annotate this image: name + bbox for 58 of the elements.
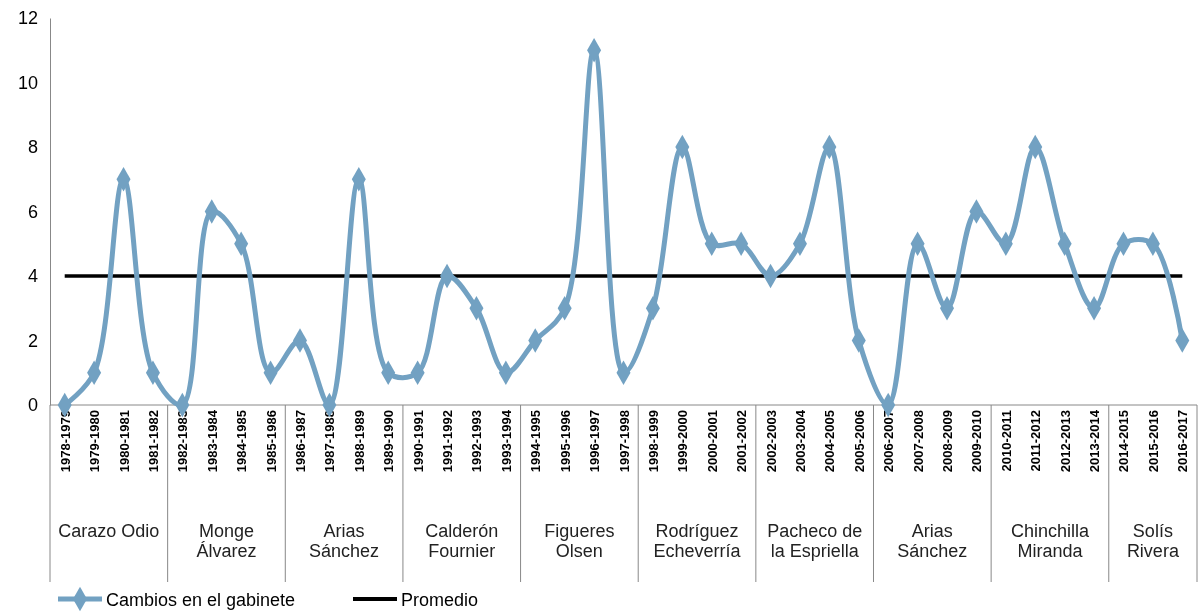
y-tick-label: 0 [27,395,38,416]
x-tick-label: 1980-1981 [116,410,132,473]
x-tick-label: 1989-1990 [381,410,397,473]
x-tick-label: 1993-1994 [498,409,514,473]
text: Figueres Olsen [544,521,615,561]
text: Rodríguez Echeverría [653,521,742,561]
x-tick-label: 2003-2004 [792,409,808,473]
x-tick-label: 2000-2001 [704,410,720,473]
x-tick-label: 2007-2008 [910,410,926,473]
x-tick-label: 1998-1999 [645,410,661,473]
x-tick-label: 2012-2013 [1057,410,1073,473]
text: Chinchilla Miranda [1010,521,1090,561]
x-tick-label: 2013-2014 [1087,409,1103,473]
x-tick-label: 2015-2016 [1145,410,1161,473]
x-tick-label: 1990-1991 [410,410,426,473]
y-tick-label: 8 [27,137,38,158]
x-tick-label: 1984-1985 [234,410,250,473]
x-tick-label: 1999-2000 [675,410,691,473]
x-tick-label: 2006-2007 [881,410,897,473]
x-tick-label: 1997-1998 [616,410,632,473]
x-tick-label: 2004-2005 [822,410,838,473]
text: Monge Álvarez [196,521,257,561]
x-tick-label: 1978-1979 [57,410,73,473]
y-tick-label: 12 [17,8,38,29]
text: Arias Sánchez [309,521,380,561]
x-tick-label: 1988-1989 [351,410,367,473]
x-tick-label: 1985-1986 [263,410,279,473]
x-tick-label: 2014-2015 [1116,410,1132,473]
x-tick-label: 1987-1988 [322,410,338,473]
x-tick-label: 1981-1982 [145,410,161,473]
x-tick-label: 1982-1983 [175,410,191,473]
x-tick-label: 1991-1992 [440,410,456,473]
x-tick-label: 1986-1987 [292,410,308,473]
x-tick-label: 2009-2010 [969,410,985,473]
text: Calderón Fournier [425,521,499,561]
x-tick-label: 1996-1997 [587,410,603,473]
x-tick-label: 2002-2003 [763,410,779,473]
text: Pacheco de la Espriella [767,521,863,561]
y-tick-label: 2 [27,330,38,351]
x-tick-label: 1994-1995 [528,410,544,473]
x-tick-label: 2001-2002 [734,410,750,473]
text: Solís Rivera [1126,521,1180,561]
x-tick-label: 2010-2011 [998,410,1014,472]
x-tick-label: 2005-2006 [851,410,867,473]
y-tick-label: 10 [17,72,38,93]
text: Arias Sánchez [897,521,968,561]
x-tick-label: 1979-1980 [87,410,103,473]
legend-label: Cambios en el gabinete [106,590,296,610]
x-tick-label: 1995-1996 [557,410,573,473]
x-tick-label: 2016-2017 [1175,410,1191,473]
legend-label: Promedio [401,590,479,610]
y-tick-label: 4 [27,266,38,287]
x-tick-label: 1992-1993 [469,410,485,473]
y-tick-label: 6 [27,201,38,222]
x-tick-label: 2008-2009 [940,410,956,473]
x-tick-label: 2011-2012 [1028,410,1044,472]
text: Carazo Odio [58,521,160,541]
x-tick-label: 1983-1984 [204,409,220,473]
